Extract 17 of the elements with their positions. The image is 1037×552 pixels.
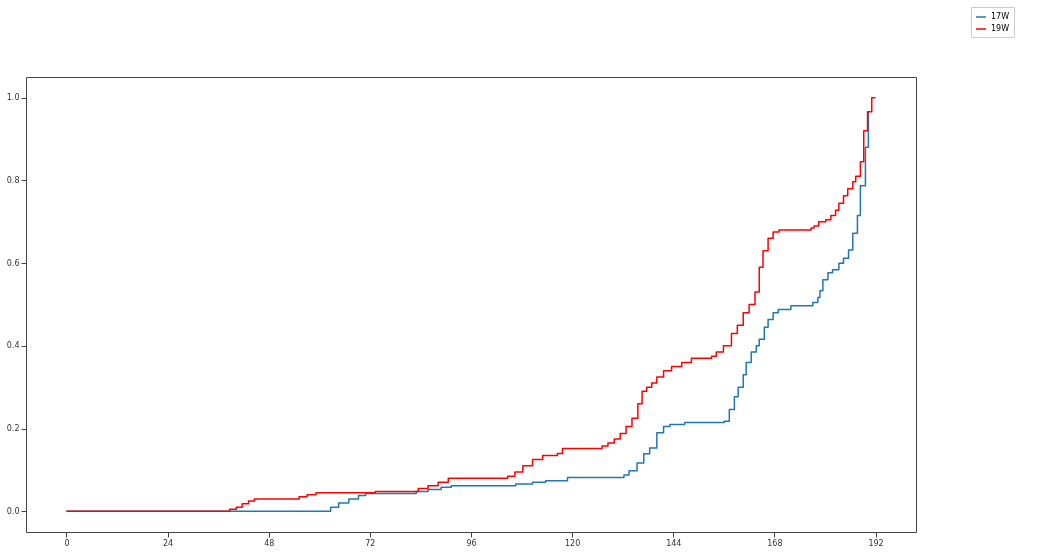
- legend-label: 19W: [991, 24, 1010, 33]
- x-tick-label: 120: [565, 538, 581, 548]
- x-tick-label: 96: [466, 538, 477, 548]
- x-tick-label: 0: [64, 538, 70, 548]
- legend-label: 17W: [991, 12, 1010, 21]
- x-tick-label: 48: [264, 538, 275, 548]
- y-tick-label: 0.2: [6, 424, 20, 434]
- y-tick-label: 1.0: [6, 93, 20, 103]
- x-tick-label: 72: [365, 538, 376, 548]
- y-tick-label: 0.4: [6, 341, 20, 351]
- x-tick-label: 192: [868, 538, 884, 548]
- y-tick-label: 0.6: [6, 258, 20, 268]
- x-tick-label: 168: [767, 538, 783, 548]
- y-tick-label: 0.8: [6, 175, 20, 185]
- x-tick-label: 144: [666, 538, 682, 548]
- x-tick-label: 24: [163, 538, 174, 548]
- y-tick-label: 0.0: [6, 506, 20, 516]
